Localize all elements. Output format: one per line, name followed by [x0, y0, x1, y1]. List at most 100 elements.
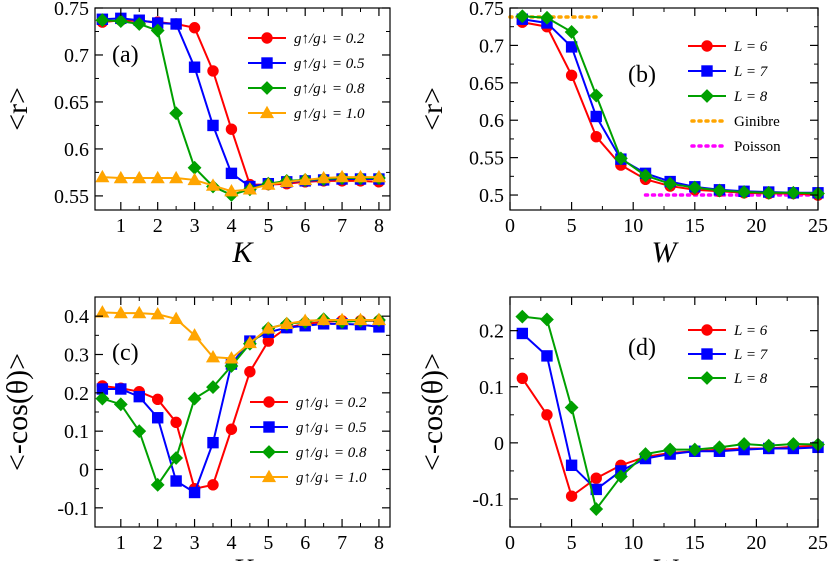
data-point: [113, 305, 128, 319]
x-tick-label: 2: [153, 532, 163, 554]
y-tick-label: -0.1: [57, 498, 89, 520]
legend-label: L = 6: [733, 39, 768, 55]
x-tick-label: 5: [567, 532, 577, 554]
data-point: [133, 390, 145, 403]
y-tick-label: 0.75: [469, 0, 504, 20]
legend-label: L = 6: [733, 323, 768, 339]
data-point: [132, 424, 147, 439]
data-point: [205, 349, 221, 363]
panel-label: (b): [628, 62, 656, 88]
data-point: [589, 88, 604, 103]
x-tick-label: 20: [746, 215, 766, 237]
legend-marker: [701, 65, 713, 77]
legend-label: L = 7: [733, 64, 769, 80]
data-point: [224, 359, 239, 373]
data-point: [115, 383, 127, 395]
data-point: [242, 182, 257, 195]
y-tick-label: 0.6: [64, 139, 89, 161]
data-point: [207, 119, 219, 132]
y-tick-label: 0.4: [64, 306, 89, 328]
data-point: [224, 351, 239, 364]
data-point: [169, 451, 184, 465]
y-tick-label: 0: [494, 433, 504, 455]
data-point: [541, 350, 553, 362]
panel-label: (a): [112, 42, 139, 68]
data-point: [169, 170, 184, 184]
legend-label: g↑/g↓ = 0.8: [296, 445, 367, 461]
x-tick-label: 4: [226, 215, 236, 237]
x-tick-label: 5: [567, 215, 577, 237]
data-point: [188, 486, 201, 499]
y-tick-label: 0.65: [54, 92, 89, 114]
legend-label: g↑/g↓ = 0.5: [296, 420, 367, 436]
data-point: [515, 9, 530, 24]
data-point: [188, 22, 201, 34]
panel-1: 1 2 3 4 5 6 7 8 0.55 0.6 0.65 0.7 0.75 K <r> (a) g↑/g↓ =…: [1, 0, 391, 269]
data-point: [244, 366, 256, 378]
panel-label: (d): [628, 335, 656, 361]
data-point: [113, 170, 128, 184]
data-point: [113, 14, 128, 29]
data-point: [95, 169, 110, 183]
data-point: [150, 477, 165, 492]
data-point: [786, 437, 801, 451]
legend-label: L = 7: [733, 347, 769, 363]
legend-marker: [263, 396, 275, 408]
y-tick-label: 0.6: [479, 110, 504, 132]
data-point: [170, 416, 182, 429]
data-point: [761, 185, 776, 200]
data-point: [207, 436, 219, 449]
plot-frame: [94, 7, 391, 211]
legend-label: g↑/g↓ = 0.2: [296, 395, 367, 411]
data-point: [353, 169, 368, 183]
data-point: [225, 423, 238, 435]
legend-marker: [701, 324, 713, 336]
y-tick-label: 0: [79, 460, 89, 482]
data-point: [169, 311, 184, 324]
x-tick-label: 10: [623, 532, 643, 554]
x-tick-label: 15: [685, 532, 705, 554]
data-point: [335, 169, 350, 183]
data-point: [687, 442, 702, 457]
data-point: [316, 312, 331, 326]
y-tick-label: 0.65: [469, 73, 504, 95]
y-tick-label: 0.5: [479, 185, 504, 207]
legend-label: L = 8: [733, 371, 768, 387]
data-point: [540, 312, 554, 327]
x-axis-label: K: [231, 236, 254, 269]
x-tick-label: 3: [190, 532, 200, 554]
legend-marker: [701, 348, 713, 360]
data-point: [565, 490, 578, 502]
y-tick-label: 0.55: [54, 186, 89, 208]
y-axis-label: <-cos(θ)>: [416, 353, 449, 471]
series-line: [102, 176, 379, 193]
data-point: [169, 106, 184, 121]
x-tick-label: 7: [337, 215, 347, 237]
data-point: [298, 172, 313, 186]
data-point: [132, 170, 147, 184]
data-point: [206, 380, 220, 394]
data-point: [590, 110, 602, 123]
data-point: [225, 167, 238, 180]
data-point: [188, 61, 201, 73]
data-point: [279, 316, 294, 329]
y-tick-label: 0.2: [64, 383, 89, 405]
x-tick-label: 3: [190, 215, 200, 237]
series-line: [102, 322, 380, 494]
data-point: [150, 307, 165, 320]
data-point: [353, 312, 368, 326]
data-point: [540, 10, 554, 25]
y-tick-label: 0.7: [64, 45, 89, 67]
legend-marker: [262, 445, 276, 459]
legend-marker: [260, 81, 274, 95]
data-point: [150, 170, 165, 184]
data-point: [187, 328, 202, 341]
data-point: [261, 321, 276, 334]
y-tick-label: -0.1: [472, 489, 504, 511]
data-point: [516, 372, 529, 385]
y-tick-label: 0.75: [54, 0, 89, 20]
plot-frame: [94, 296, 391, 528]
y-axis-label: <r>: [1, 87, 34, 131]
legend-marker: [261, 469, 277, 483]
